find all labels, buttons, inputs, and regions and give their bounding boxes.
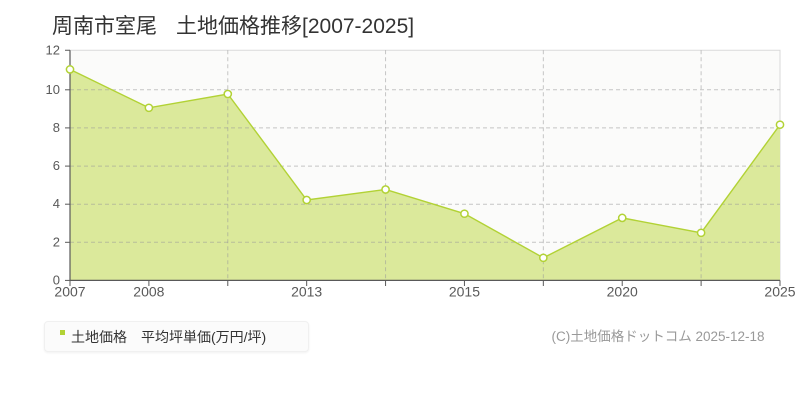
svg-text:2007: 2007 xyxy=(54,284,85,300)
svg-text:12: 12 xyxy=(46,43,60,58)
svg-text:10: 10 xyxy=(46,82,60,97)
svg-text:2015: 2015 xyxy=(449,284,480,300)
svg-text:2013: 2013 xyxy=(291,284,322,300)
svg-text:8: 8 xyxy=(53,120,60,135)
svg-text:2025: 2025 xyxy=(764,284,795,300)
svg-text:2020: 2020 xyxy=(607,284,638,300)
svg-text:4: 4 xyxy=(53,196,60,211)
svg-text:6: 6 xyxy=(53,158,60,173)
svg-text:2008: 2008 xyxy=(133,284,164,300)
svg-text:2: 2 xyxy=(53,234,60,249)
